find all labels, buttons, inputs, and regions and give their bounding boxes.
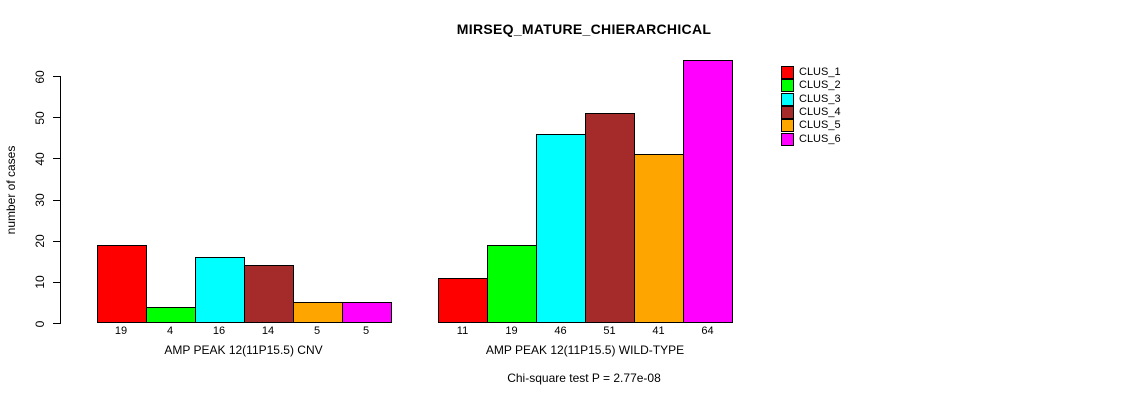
legend-item: CLUS_6 [781, 133, 861, 146]
bar-clus_2 [487, 244, 537, 323]
y-axis-line [59, 76, 61, 324]
y-tick-label: 20 [33, 234, 47, 248]
group-axis-label: AMP PEAK 12(11P15.5) WILD-TYPE [485, 343, 685, 357]
y-tick [52, 76, 60, 77]
legend-color-swatch [781, 66, 794, 79]
bar-value-label: 5 [313, 325, 321, 337]
legend-item: CLUS_1 [781, 66, 861, 79]
bar-clus_4 [243, 265, 294, 323]
legend-color-swatch [781, 119, 794, 132]
legend-label: CLUS_2 [799, 79, 841, 91]
bar-clus_6 [683, 59, 733, 323]
bar-value-label: 41 [652, 325, 665, 337]
bar-clus_2 [145, 306, 196, 323]
legend-item: CLUS_5 [781, 119, 861, 132]
bar-value-label: 5 [362, 325, 370, 337]
legend-item: CLUS_2 [781, 79, 861, 92]
bar-clus_3 [536, 133, 586, 323]
y-tick [52, 158, 60, 160]
bar-clus_3 [194, 257, 245, 323]
bar-value-label: 19 [114, 325, 128, 337]
bar-clus_1 [96, 244, 147, 323]
y-tick [52, 323, 60, 324]
y-tick [52, 281, 60, 283]
legend-label: CLUS_3 [799, 93, 841, 105]
bar-clus_1 [438, 277, 488, 323]
y-tick [52, 240, 60, 242]
y-tick-label: 30 [33, 193, 47, 207]
legend-label: CLUS_1 [799, 66, 841, 78]
legend-label: CLUS_5 [799, 119, 841, 131]
bar-clus_5 [634, 154, 684, 323]
y-tick-label: 0 [33, 320, 47, 327]
y-tick-label: 40 [33, 152, 47, 166]
bar-value-label: 14 [261, 325, 275, 337]
group-axis-label: AMP PEAK 12(11P15.5) CNV [164, 343, 323, 357]
y-axis-label: number of cases [4, 145, 18, 235]
legend-color-swatch [781, 93, 794, 106]
y-tick-label: 60 [33, 69, 47, 84]
legend-color-swatch [781, 133, 794, 146]
bar-value-label: 46 [554, 325, 567, 337]
legend-color-swatch [781, 79, 794, 92]
y-tick-label: 10 [33, 275, 47, 290]
legend-item: CLUS_4 [781, 106, 861, 119]
bar-clus_4 [585, 113, 635, 323]
bar-value-label: 4 [166, 325, 174, 337]
y-tick-label: 50 [33, 110, 47, 125]
legend-color-swatch [781, 106, 794, 119]
legend-item: CLUS_3 [781, 93, 861, 106]
y-tick [52, 199, 60, 201]
bar-value-label: 11 [456, 325, 469, 337]
bar-clus_6 [341, 302, 392, 323]
y-tick [52, 117, 60, 119]
bar-value-label: 64 [701, 325, 714, 337]
bar-value-label: 19 [505, 325, 518, 337]
bar-clus_5 [292, 302, 343, 323]
legend-label: CLUS_6 [799, 133, 841, 145]
chi-square-annotation: Chi-square test P = 2.77e-08 [507, 371, 661, 385]
bar-value-label: 51 [603, 325, 616, 337]
legend-label: CLUS_4 [799, 106, 841, 118]
chart-title: MIRSEQ_MATURE_CHIERARCHICAL [456, 21, 712, 37]
bar-value-label: 16 [212, 325, 226, 337]
